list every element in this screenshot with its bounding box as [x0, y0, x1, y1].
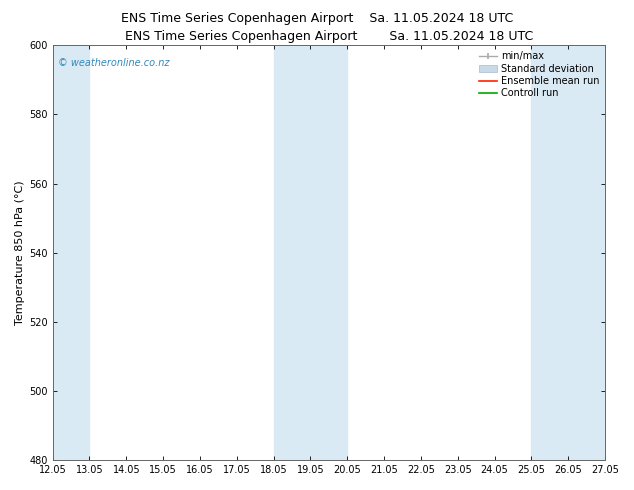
- Bar: [531, 45, 605, 460]
- Bar: [53, 45, 89, 460]
- Legend: min/max, Standard deviation, Ensemble mean run, Controll run: min/max, Standard deviation, Ensemble me…: [476, 48, 602, 101]
- Title: ENS Time Series Copenhagen Airport        Sa. 11.05.2024 18 UTC: ENS Time Series Copenhagen Airport Sa. 1…: [125, 30, 533, 43]
- Text: © weatheronline.co.nz: © weatheronline.co.nz: [58, 58, 170, 68]
- Y-axis label: Temperature 850 hPa (°C): Temperature 850 hPa (°C): [15, 180, 25, 325]
- Text: ENS Time Series Copenhagen Airport    Sa. 11.05.2024 18 UTC: ENS Time Series Copenhagen Airport Sa. 1…: [121, 12, 513, 25]
- Bar: [274, 45, 347, 460]
